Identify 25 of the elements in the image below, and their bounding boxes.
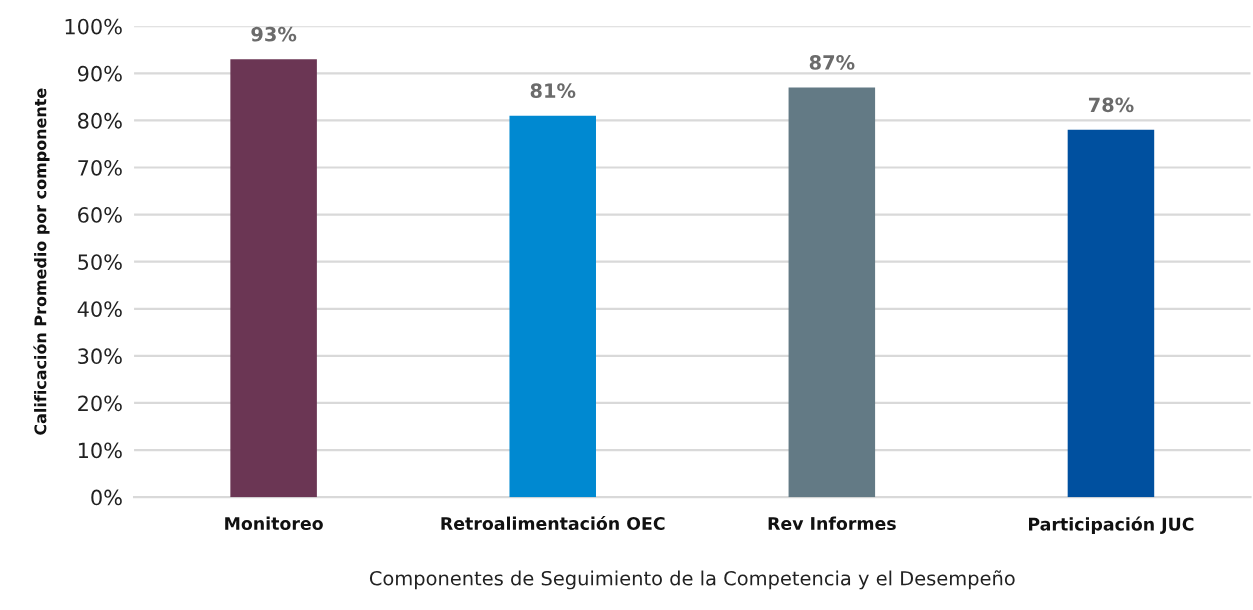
y-tick-label: 100% [65, 18, 122, 35]
y-tick-label: 10% [78, 442, 122, 459]
y-tick-label: 90% [77, 65, 122, 82]
bar [230, 59, 317, 498]
data-label: 81% [530, 83, 576, 99]
y-tick-label: 20% [78, 395, 122, 412]
bar [509, 115, 596, 498]
y-tick-label: 30% [78, 348, 122, 365]
y-tick-label: 70% [78, 159, 122, 176]
bar [788, 87, 876, 498]
data-label: 87% [809, 55, 855, 70]
bar [1067, 129, 1155, 498]
x-tick-label: Rev Informes [768, 516, 896, 531]
data-label: 93% [251, 26, 297, 42]
x-axis-title: Componentes de Seguimiento de la Competencia y el Desempeño [369, 570, 1015, 590]
y-tick-label: 40% [77, 301, 122, 317]
y-tick-label: 60% [78, 207, 122, 223]
data-label: 78% [1088, 97, 1134, 113]
y-tick-label: 50% [78, 254, 122, 270]
x-tick-label: Monitoreo [225, 516, 323, 531]
x-tick-label: Participación JUC [1029, 516, 1194, 535]
y-tick-label: 80% [78, 112, 122, 129]
y-axis-title: Calificación Promedio por componente [33, 88, 50, 435]
y-tick-label: 0% [91, 489, 122, 506]
x-tick-label: Retroalimentación OEC [441, 515, 665, 531]
